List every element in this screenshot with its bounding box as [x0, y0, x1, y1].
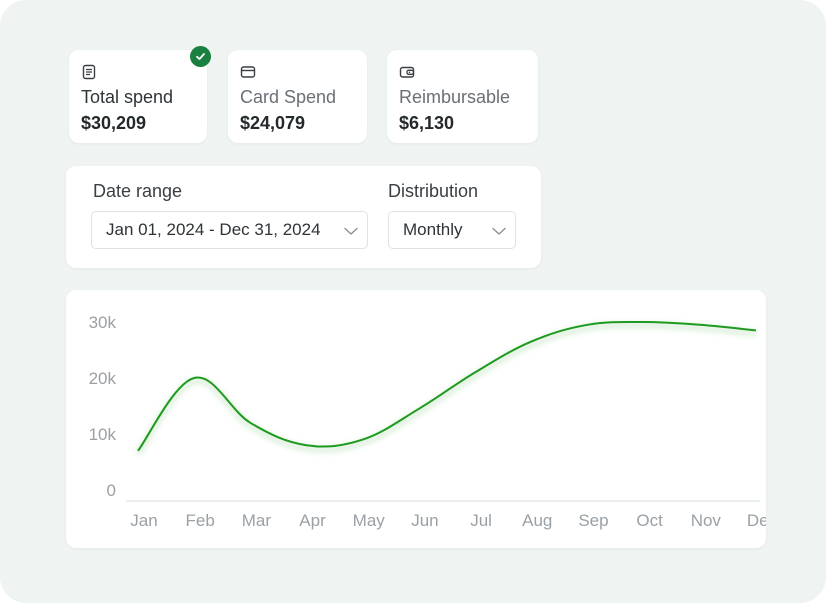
- distribution-select[interactable]: Monthly: [388, 211, 516, 249]
- stat-value: $6,130: [399, 113, 455, 133]
- x-tick-label: Jun: [411, 511, 438, 530]
- spend-chart: 0 10k 20k 30k Jan Feb Mar Apr May Jun Jul Aug Sep Oc…: [66, 290, 766, 548]
- date-range-value: Jan 01, 2024 - Dec 31, 2024: [106, 220, 321, 239]
- x-tick-label: Sep: [578, 511, 608, 530]
- y-tick-label: 10k: [89, 425, 117, 444]
- stat-label: Card Spend: [240, 87, 337, 107]
- stat-label: Reimbursable: [399, 87, 511, 107]
- receipt-icon: [82, 64, 96, 80]
- distribution-label: Distribution: [388, 181, 479, 201]
- stat-card-total-spend[interactable]: Total spend $30,209: [69, 46, 211, 143]
- stat-label: Total spend: [81, 87, 174, 107]
- x-tick-label: Mar: [242, 511, 272, 530]
- chevron-down-icon: [492, 227, 506, 235]
- x-tick-label: Aug: [522, 511, 552, 530]
- y-tick-label: 20k: [89, 369, 117, 388]
- date-range-label: Date range: [93, 181, 183, 201]
- series-line: [137, 320, 757, 452]
- line-chart: 0 10k 20k 30k Jan Feb Mar Apr May Jun Jul Aug Sep Oc…: [89, 313, 766, 530]
- x-tick-label: Apr: [299, 511, 326, 530]
- series-line-shadow: [135, 322, 757, 456]
- selected-check-icon: [190, 46, 211, 67]
- stat-value: $24,079: [240, 113, 306, 133]
- y-tick-label: 0: [107, 481, 116, 500]
- chevron-down-icon: [344, 227, 358, 235]
- x-tick-label: May: [353, 511, 386, 530]
- date-range-select[interactable]: Jan 01, 2024 - Dec 31, 2024: [91, 211, 368, 249]
- y-tick-label: 30k: [89, 313, 117, 332]
- x-tick-label: Oct: [636, 511, 663, 530]
- stat-card-card-spend[interactable]: Card Spend $24,079: [228, 50, 367, 143]
- distribution-value: Monthly: [403, 220, 463, 239]
- wallet-icon: [399, 66, 415, 78]
- stat-card-reimbursable[interactable]: Reimbursable $6,130: [387, 50, 538, 143]
- x-tick-label: Dec: [747, 511, 766, 530]
- x-tick-label: Jan: [130, 511, 157, 530]
- stat-value: $30,209: [81, 113, 147, 133]
- credit-card-icon: [240, 66, 256, 78]
- x-tick-label: Nov: [691, 511, 722, 530]
- x-tick-label: Jul: [470, 511, 492, 530]
- x-tick-label: Feb: [186, 511, 215, 530]
- filters-panel: Date range Jan 01, 2024 - Dec 31, 2024 D…: [66, 166, 541, 268]
